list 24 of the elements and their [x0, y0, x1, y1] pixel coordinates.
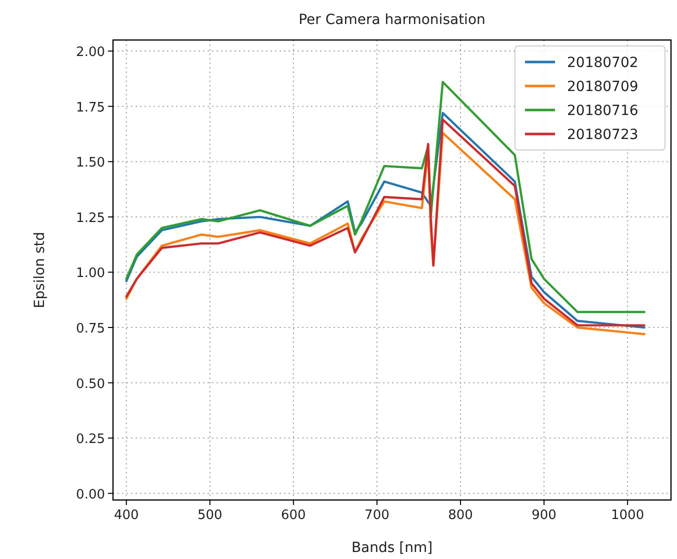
- y-tick-label: 1.25: [76, 210, 105, 226]
- y-tick-label: 1.75: [76, 100, 105, 116]
- y-axis-title: Epsilon std: [32, 232, 48, 308]
- y-tick-label: 1.50: [76, 156, 105, 171]
- legend-label: 20180716: [567, 103, 638, 119]
- x-tick-label: 1000: [611, 508, 644, 523]
- chart-subtitle: Per Camera harmonisation: [298, 12, 486, 28]
- x-tick-label: 400: [114, 508, 139, 523]
- line-series: [125, 80, 646, 314]
- legend-label: 20180723: [567, 127, 638, 143]
- y-tick-label: 2.00: [76, 45, 105, 60]
- y-tick-label: 0.50: [76, 376, 105, 392]
- x-tick-label: 700: [364, 508, 390, 523]
- legend-label: 20180702: [567, 55, 638, 71]
- y-tick-label: 1.00: [76, 266, 105, 282]
- y-tick-label: 0.00: [76, 487, 105, 502]
- y-tick-label: 0.25: [76, 432, 105, 448]
- legend-label: 20180709: [567, 79, 638, 95]
- x-tick-label: 500: [197, 508, 222, 523]
- y-tick-label: 0.75: [76, 322, 105, 336]
- x-tick-label: 800: [448, 508, 473, 523]
- x-tick-label: 600: [281, 508, 306, 523]
- x-tick-label: 900: [532, 508, 556, 523]
- x-axis-title: Bands [nm]: [351, 540, 433, 556]
